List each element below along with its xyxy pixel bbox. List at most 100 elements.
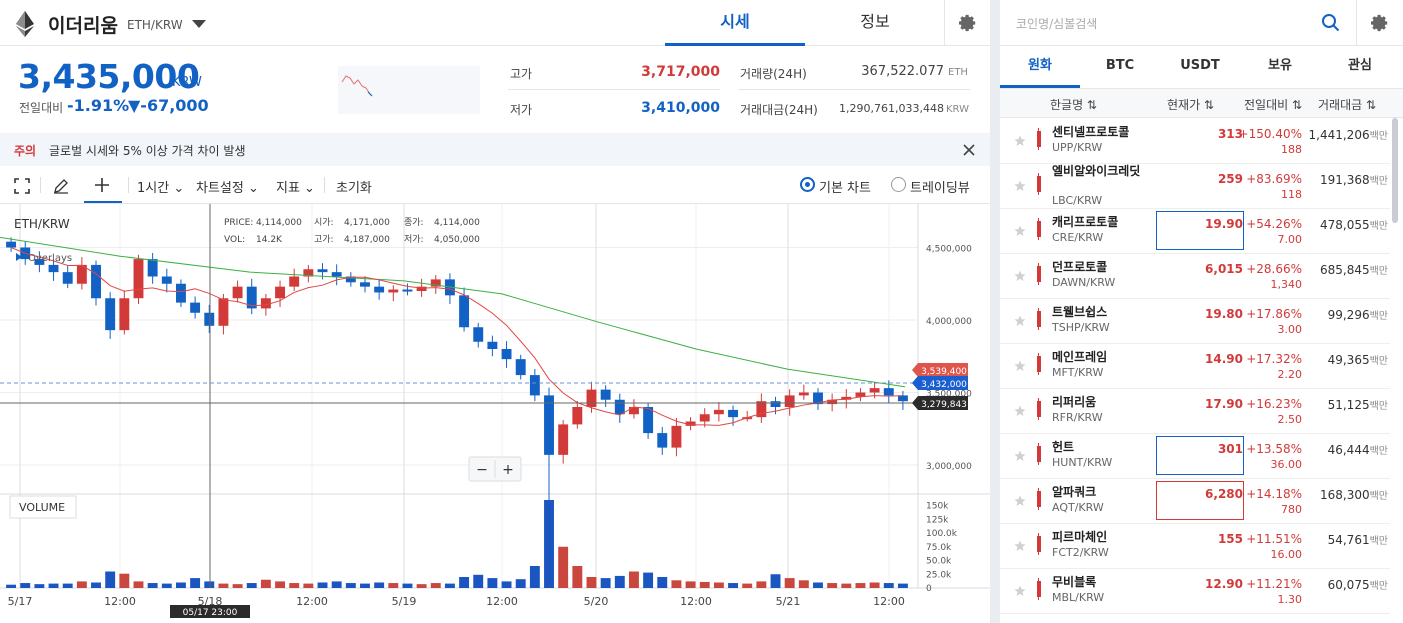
candle-body [317,269,328,273]
market-row[interactable]: 엘비알와이크레딧 LBC/KRW 259 +83.69% 118 191,368백만 [1000,164,1390,209]
coin-search-bar[interactable]: 코인명/심볼검색 [1000,0,1403,46]
ohlc-readout: 4,114,000 [256,218,302,228]
favorite-star-icon[interactable] [1014,315,1026,327]
market-row[interactable]: 리퍼리움 RFR/KRW 17.90 +16.23% 2.50 51,125백만 [1000,389,1390,434]
chart-settings-gear-icon[interactable] [944,0,990,46]
coin-dropdown-icon[interactable] [192,20,206,28]
candle-body [459,295,470,328]
market-settings-gear-icon[interactable] [1356,0,1402,46]
change-amount: 2.50 [1277,413,1303,426]
close-icon[interactable] [958,139,980,161]
candle-icon [1037,398,1041,420]
candle-body [119,298,130,331]
col-change[interactable]: 전일대비 ⇅ [1244,98,1303,112]
current-price: 259 [1217,172,1243,186]
col-volume[interactable]: 거래대금 ⇅ [1318,98,1377,112]
volume-bar [147,583,158,588]
favorite-star-icon[interactable] [1014,540,1026,552]
trade-volume: 51,125백만 [1328,397,1388,412]
volume-bar [6,584,17,588]
market-row[interactable]: 무비블록 MBL/KRW 12.90 +11.21% 1.30 60,075백만 [1000,569,1390,614]
volume-bar [345,583,356,588]
fullscreen-icon[interactable] [14,178,30,194]
favorite-star-icon[interactable] [1014,405,1026,417]
market-row[interactable]: 트웰브쉽스 TSHP/KRW 19.80 +17.86% 3.00 99,296백만 [1000,299,1390,344]
market-tab-usdt[interactable]: USDT [1180,58,1220,73]
market-tab-btc[interactable]: BTC [1105,58,1135,73]
favorite-star-icon[interactable] [1014,360,1026,372]
candle-body [374,286,385,293]
candle-body [855,392,866,397]
coin-header: 이더리움 ETH/KRW 시세 정보 [0,0,990,46]
price-change-highlight [1156,481,1244,520]
trade-volume-unit: 백만 [1369,266,1388,277]
search-input[interactable]: 코인명/심볼검색 [1016,17,1098,31]
market-tab-holdings[interactable]: 보유 [1268,58,1292,73]
favorite-star-icon[interactable] [1014,270,1026,282]
volume-bar [374,582,385,588]
coin-pair: MBL/KRW [1052,591,1105,604]
market-row[interactable]: 캐리프로토콜 CRE/KRW 19.90 +54.26% 7.00 478,055백만 [1000,209,1390,254]
current-price: 155 [1217,532,1243,546]
candle-icon [1037,533,1041,555]
interval-select[interactable]: 1시간 ⌄ [137,181,185,196]
current-price: 6,280 [1205,487,1243,501]
chart-settings-menu[interactable]: 차트설정 ⌄ [196,181,259,196]
market-row[interactable]: 메인프레임 MFT/KRW 14.90 +17.32% 2.20 49,365백만 [1000,344,1390,389]
candle-body [770,401,781,407]
market-tab-favorites[interactable]: 관심 [1348,58,1372,73]
change-rate: +16.23% [1246,397,1302,411]
favorite-star-icon[interactable] [1014,180,1026,192]
favorite-star-icon[interactable] [1014,135,1026,147]
tab-info[interactable]: 정보 [860,12,890,31]
cursor-price-tag-bg [912,396,968,410]
zoom-in-button[interactable]: + [502,462,514,478]
tradingview-radio[interactable] [891,177,906,192]
ethereum-logo-icon [16,11,34,37]
market-row[interactable]: 던프로토콜 DAWN/KRW 6,015 +28.66% 1,340 685,845백만 [1000,254,1390,299]
favorite-star-icon[interactable] [1014,495,1026,507]
trade-volume-value: 191,368 [1319,173,1370,187]
reset-button[interactable]: 초기화 [336,181,372,196]
basic-chart-radio[interactable] [800,177,815,192]
favorite-star-icon[interactable] [1014,225,1026,237]
market-row[interactable]: 헌트 HUNT/KRW 301 +13.58% 36.00 46,444백만 [1000,434,1390,479]
tradingview-label[interactable]: 트레이딩뷰 [910,181,970,196]
crosshair-tool[interactable] [84,167,122,203]
market-tab-krw[interactable]: 원화 [1000,46,1080,88]
candle-body [232,286,243,299]
trade-volume: 54,761백만 [1328,532,1388,547]
favorite-star-icon[interactable] [1014,585,1026,597]
col-name[interactable]: 한글명 ⇅ [1050,98,1097,112]
current-price: 17.90 [1205,397,1243,411]
candle-body [218,298,229,326]
volume-bar [813,582,823,588]
search-icon[interactable] [1321,13,1340,32]
favorite-star-icon[interactable] [1014,450,1026,462]
zoom-out-button[interactable]: − [476,462,488,478]
col-price[interactable]: 현재가 ⇅ [1167,98,1214,112]
volume-tick-label: 75.0k [926,543,952,553]
coin-pair: HUNT/KRW [1052,456,1113,469]
volume-tick-label: 25.0k [926,570,952,580]
notice-tag: 주의 [14,144,37,158]
tab-price[interactable]: 시세 [665,0,805,46]
candle-body [586,389,597,407]
coin-pair: MFT/KRW [1052,366,1104,379]
candle-body [798,392,809,396]
indicators-menu[interactable]: 지표 ⌄ [276,181,315,196]
coin-pair: UPP/KRW [1052,141,1103,154]
basic-chart-label[interactable]: 기본 차트 [819,181,871,196]
volume-bar [133,581,144,588]
draw-pen-icon[interactable] [52,177,70,195]
market-row[interactable]: 알파쿼크 AQT/KRW 6,280 +14.18% 780 168,300백만 [1000,479,1390,524]
price-chart[interactable]: 3,000,000 3,500,000 4,000,000 4,500,000 5/17… [0,204,990,623]
volume-bar [161,583,172,588]
market-row[interactable]: 피르마체인 FCT2/KRW 155 +11.51% 16.00 54,761백만 [1000,524,1390,569]
volume-bar [544,500,554,588]
volume-bar [657,577,668,588]
market-row[interactable]: 센티넬프로토콜 UPP/KRW 313 +150.40% 188 1,441,206백만 [1000,119,1390,164]
time-tick-label: 12:00 [104,595,136,608]
volume-bar [246,583,257,588]
market-list-scrollbar[interactable] [1392,118,1398,223]
